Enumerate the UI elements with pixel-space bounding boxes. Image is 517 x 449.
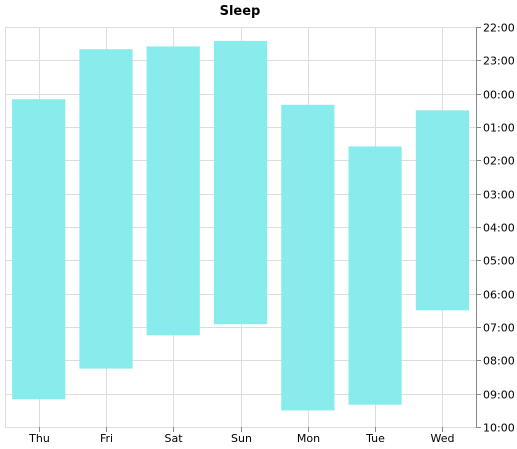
y-tick-label: 09:00 [483, 389, 515, 402]
y-tick-label: 03:00 [483, 189, 515, 202]
x-tick-label-wed: Wed [431, 432, 455, 445]
y-tick-label: 02:00 [483, 155, 515, 168]
sleep-bar-wed [415, 110, 469, 311]
axes: 22:00 23:00 00:00 01:00 02:00 03:00 04:00 05:00… [28, 22, 515, 446]
x-tick-label-tue: Tue [365, 432, 385, 445]
sleep-bar-thu [12, 99, 66, 400]
sleep-bar-fri [79, 49, 133, 369]
x-tick-label-sun: Sun [231, 432, 252, 445]
bars [12, 40, 469, 411]
sleep-bar-sun [213, 40, 268, 325]
x-tick-label-fri: Fri [100, 432, 113, 445]
sleep-bar-sat [146, 46, 200, 336]
y-tick-label: 10:00 [483, 422, 515, 435]
y-tick-label: 00:00 [483, 89, 515, 102]
y-tick-label: 08:00 [483, 355, 515, 368]
x-tick-label-mon: Mon [297, 432, 320, 445]
sleep-bar-tue [348, 146, 402, 405]
y-tick-label: 06:00 [483, 289, 515, 302]
chart-title: Sleep [220, 4, 261, 19]
y-tick-label: 04:00 [483, 222, 515, 235]
y-tick-label: 23:00 [483, 55, 515, 68]
y-tick-label: 07:00 [483, 322, 515, 335]
y-tick-label: 05:00 [483, 255, 515, 268]
sleep-bar-mon [281, 104, 335, 411]
x-tick-label-sat: Sat [164, 432, 183, 445]
x-tick-label-thu: Thu [28, 432, 50, 445]
y-tick-label: 01:00 [483, 122, 515, 135]
y-tick-label: 22:00 [483, 22, 515, 35]
